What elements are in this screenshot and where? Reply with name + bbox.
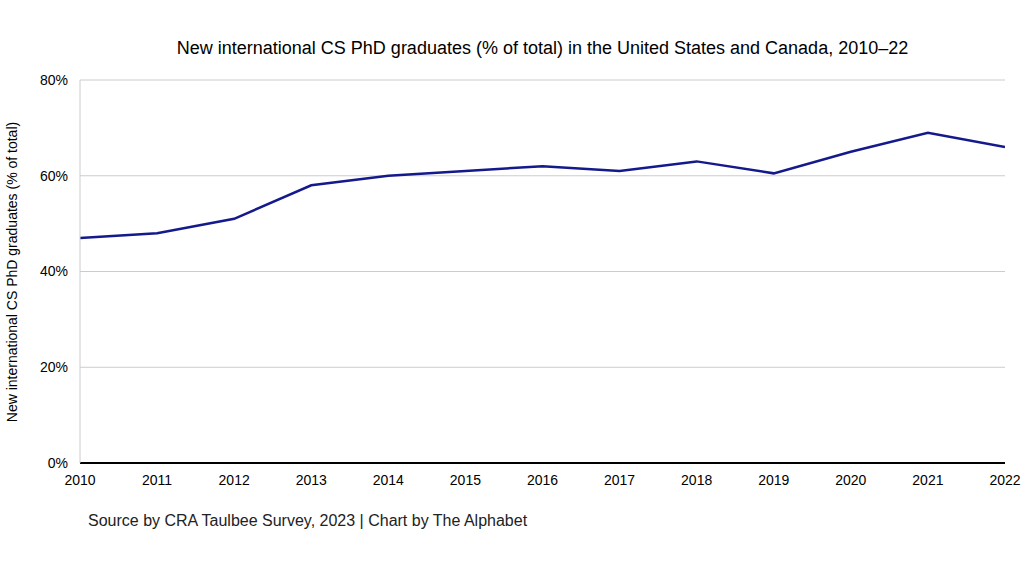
svg-text:2013: 2013: [296, 472, 327, 488]
svg-text:2014: 2014: [373, 472, 404, 488]
svg-text:2020: 2020: [835, 472, 866, 488]
svg-text:2010: 2010: [64, 472, 95, 488]
svg-text:2022: 2022: [989, 472, 1016, 488]
svg-text:0%: 0%: [48, 455, 68, 471]
svg-text:60%: 60%: [40, 168, 68, 184]
svg-text:2018: 2018: [681, 472, 712, 488]
svg-text:2021: 2021: [912, 472, 943, 488]
svg-text:2012: 2012: [219, 472, 250, 488]
svg-text:2016: 2016: [527, 472, 558, 488]
html-text:New international CS PhD gradu: New international CS PhD graduates (% of…: [4, 121, 20, 423]
svg-text:2015: 2015: [450, 472, 481, 488]
svg-text:80%: 80%: [40, 72, 68, 88]
html-text:Source by CRA Taulbee Survey,: Source by CRA Taulbee Survey, 2023 | Cha…: [88, 512, 528, 529]
html-text:New international CS PhD gradu: New international CS PhD graduates (% of…: [176, 38, 909, 58]
svg-text:2019: 2019: [758, 472, 789, 488]
svg-text:2017: 2017: [604, 472, 635, 488]
svg-text:2011: 2011: [142, 472, 172, 488]
svg-text:20%: 20%: [40, 359, 68, 375]
svg-text:40%: 40%: [40, 263, 68, 279]
